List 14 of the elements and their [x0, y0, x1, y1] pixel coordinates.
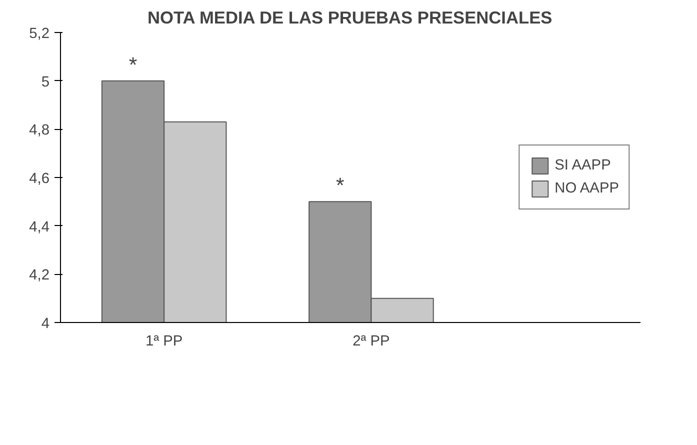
y-tick-label: 5,2	[29, 26, 50, 42]
x-tick-label: 2ª PP	[352, 334, 390, 350]
annotation: *	[128, 52, 138, 77]
annotation: *	[336, 174, 344, 198]
legend-label: NO AAPP	[554, 180, 619, 196]
y-tick-label: 4,4	[29, 219, 50, 236]
chart-title: NOTA MEDIA DE LAS PRUEBAS PRESENCIALES	[148, 8, 552, 28]
x-tick-label: 1ª PP	[145, 334, 183, 350]
y-tick-label: 5	[41, 74, 50, 90]
y-tick-label: 4,2	[29, 268, 50, 284]
y-tick-label: 4,8	[29, 122, 50, 139]
legend-label: SI AAPP	[554, 158, 611, 174]
y-tick-label: 4,6	[29, 171, 50, 187]
y-tick-label: 4	[41, 316, 50, 332]
